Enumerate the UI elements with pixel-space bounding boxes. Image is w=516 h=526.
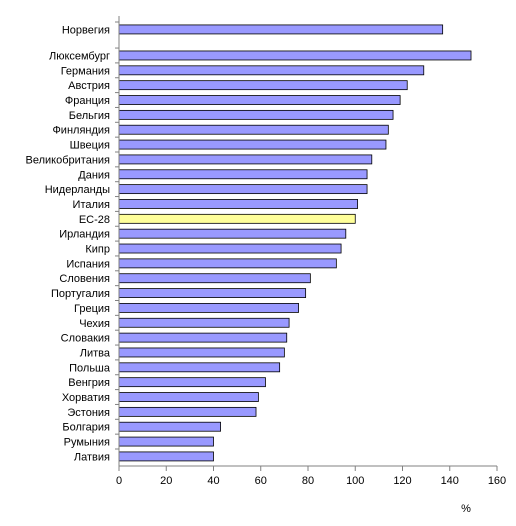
category-label-австрия: Австрия	[68, 80, 110, 92]
bar-кипр	[118, 243, 342, 254]
x-tick-label-100: 100	[346, 475, 364, 487]
bar-испания	[118, 258, 337, 269]
category-label-хорватия: Хорватия	[62, 392, 110, 404]
category-label-словакия: Словакия	[61, 333, 110, 345]
bar-польша	[118, 362, 281, 373]
category-label-ирландия: Ирландия	[59, 229, 110, 241]
category-label-эстония: Эстония	[67, 407, 110, 419]
category-label-румыния: Румыния	[64, 437, 110, 449]
x-tick-label-40: 40	[207, 475, 219, 487]
category-label-чехия: Чехия	[79, 318, 110, 330]
x-tick-label-120: 120	[393, 475, 411, 487]
bars-layer	[118, 24, 472, 462]
category-label-португалия: Португалия	[51, 288, 110, 300]
bar-хорватия	[118, 392, 259, 402]
bar-болгария	[118, 421, 221, 432]
category-label-дания: Дания	[78, 169, 110, 181]
bar-ес-28	[118, 213, 356, 224]
category-label-нидерланды: Нидерланды	[45, 184, 110, 196]
x-tick-label-0: 0	[116, 475, 122, 487]
category-label-норвегия: Норвегия	[62, 24, 110, 36]
bar-латвия	[118, 451, 214, 462]
category-label-польша: Польша	[69, 362, 111, 374]
category-label-испания: Испания	[66, 258, 110, 270]
category-label-люксембург: Люксембург	[49, 50, 110, 62]
category-label-италия: Италия	[73, 199, 111, 211]
x-tick-label-140: 140	[441, 475, 459, 487]
bar-словения	[118, 273, 311, 284]
category-label-швеция: Швеция	[70, 140, 110, 152]
bar-дания	[118, 169, 368, 180]
bar-италия	[118, 199, 359, 209]
bar-португалия	[118, 288, 307, 298]
category-labels: Норвегия Люксембург Германия Австрия Франция…	[26, 24, 111, 463]
bar-бельгия	[118, 109, 394, 120]
category-label-франция: Франция	[65, 95, 110, 107]
x-tick-label-20: 20	[160, 475, 172, 487]
category-label-венгрия: Венгрия	[68, 377, 110, 389]
bar-греция	[118, 303, 299, 313]
x-tick-label-80: 80	[302, 475, 314, 487]
bar-германия	[118, 65, 425, 76]
bar-чехия	[118, 317, 290, 328]
category-label-греция: Греция	[74, 303, 110, 315]
bar-люксембург	[118, 50, 472, 61]
category-label-финляндия: Финляндия	[52, 125, 110, 137]
bar-венгрия	[118, 377, 266, 388]
category-label-болгария: Болгария	[62, 422, 110, 434]
bar-финляндия	[118, 124, 389, 135]
bar-швеция	[118, 139, 387, 150]
bar-эстония	[118, 406, 257, 417]
bar-франция	[118, 95, 401, 105]
axes: 0 20 40 60 80 100 120 140 160%	[115, 16, 506, 515]
x-tick-label-60: 60	[255, 475, 267, 487]
category-label-великобритания: Великобритания	[26, 154, 111, 166]
category-label-словения: Словения	[59, 273, 110, 285]
x-axis-unit-label: %	[461, 503, 471, 515]
bar-литва	[118, 347, 285, 358]
bar-словакия	[118, 332, 288, 343]
bar-норвегия	[118, 24, 444, 35]
bar-австрия	[118, 80, 408, 91]
bar-нидерланды	[118, 184, 368, 195]
bar-ирландия	[118, 228, 347, 239]
category-label-литва: Литва	[80, 347, 111, 359]
category-label-бельгия: Бельгия	[69, 110, 110, 122]
category-label-германия: Германия	[61, 65, 110, 77]
category-label-кипр: Кипр	[85, 244, 110, 256]
category-label-латвия: Латвия	[74, 451, 110, 463]
bar-румыния	[118, 436, 214, 447]
bar-великобритания	[118, 154, 373, 165]
category-label-ес-28: ЕС-28	[79, 214, 110, 226]
x-tick-label-160: 160	[488, 475, 506, 487]
